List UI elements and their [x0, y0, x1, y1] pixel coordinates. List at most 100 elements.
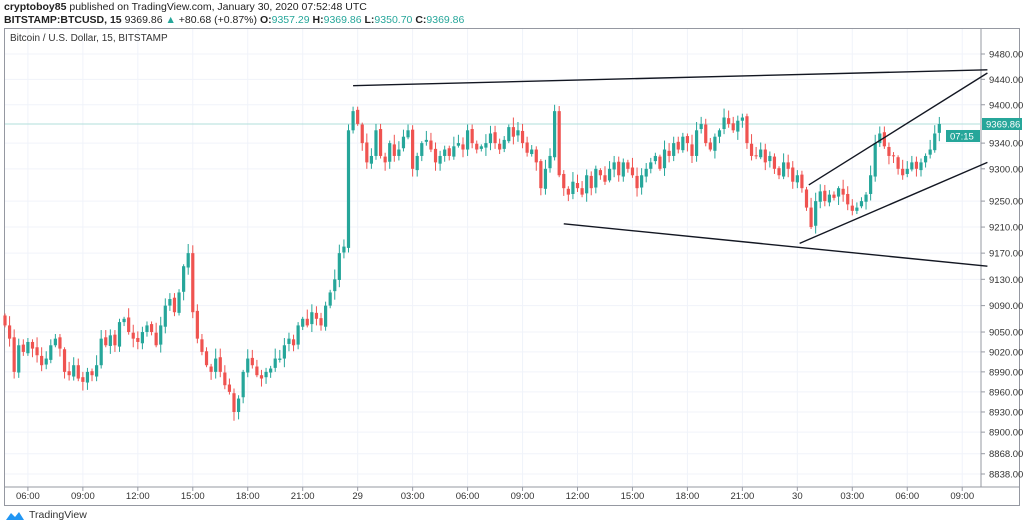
y-tick-label: 8990.00: [989, 367, 1023, 378]
candle-down: [708, 142, 712, 150]
candle-down: [461, 144, 465, 150]
up-arrow-icon: ▲: [165, 14, 176, 26]
y-tick-label: 8960.00: [989, 387, 1023, 398]
candle-up: [717, 130, 722, 137]
y-tick-label: 9300.00: [989, 164, 1023, 175]
candle-up: [484, 143, 488, 148]
tradingview-logo[interactable]: TradingView: [4, 509, 87, 521]
candle-up: [182, 266, 186, 292]
candle-up: [553, 111, 557, 158]
candle-up: [424, 139, 428, 142]
candle-down: [534, 149, 538, 163]
candle-up: [296, 325, 300, 345]
candle-down: [447, 148, 451, 156]
candle-up: [713, 136, 717, 151]
candle-up: [465, 130, 470, 150]
low-label: L:: [364, 14, 375, 26]
candle-up: [163, 305, 167, 327]
candle-down: [90, 371, 94, 376]
candle-up: [374, 130, 378, 156]
candle-down: [754, 155, 758, 157]
candle-up: [516, 130, 520, 136]
candle-down: [392, 144, 396, 156]
candle-up: [502, 139, 506, 149]
candle-down: [786, 162, 790, 169]
candle-down: [67, 371, 71, 376]
candle-up: [310, 312, 314, 325]
candle-down: [209, 366, 213, 372]
candle-down: [745, 116, 749, 144]
candle-up: [264, 371, 268, 378]
candle-down: [896, 157, 900, 169]
candle-up: [855, 207, 859, 211]
candle-up: [72, 365, 76, 377]
trendline[interactable]: [353, 69, 988, 87]
x-tick-label: 15:00: [621, 491, 645, 502]
candle-up: [722, 117, 726, 130]
candle-up: [452, 146, 456, 157]
candle-down: [731, 123, 735, 131]
trendline[interactable]: [563, 223, 988, 267]
x-tick-label: 09:00: [950, 491, 974, 502]
candle-down: [685, 136, 690, 144]
candle-up: [438, 155, 442, 164]
y-tick-label: 9250.00: [989, 197, 1023, 208]
candle-up: [246, 358, 250, 373]
candle-down: [255, 366, 259, 376]
candle-down: [635, 175, 639, 189]
symbol-info: BITSTAMP:BTCUSD, 15 9369.86 ▲ +80.68 (+0…: [4, 14, 464, 26]
candle-down: [749, 143, 754, 156]
candle-up: [488, 133, 493, 144]
trendline[interactable]: [808, 72, 988, 186]
candle-up: [795, 175, 799, 183]
candle-down: [314, 312, 319, 319]
candle-up: [337, 253, 341, 280]
y-tick-label: 9440.00: [989, 75, 1023, 86]
author-link[interactable]: cryptoboy85: [4, 1, 67, 13]
candle-down: [383, 156, 387, 163]
x-tick-label: 21:00: [291, 491, 315, 502]
candle-down: [525, 142, 529, 153]
candle-up: [653, 155, 657, 162]
candle-up: [443, 149, 447, 156]
candle-down: [539, 161, 543, 189]
last-price-label: 9369.86: [986, 119, 1020, 130]
x-tick-label: 09:00: [511, 491, 535, 502]
y-tick-label: 9170.00: [989, 249, 1023, 260]
candle-up: [836, 188, 841, 197]
candle-down: [791, 167, 795, 182]
candle-up: [681, 136, 685, 151]
candle-down: [113, 334, 117, 346]
candle-down: [21, 344, 25, 352]
candle-up: [186, 253, 190, 268]
candle-up: [814, 201, 818, 226]
candle-down: [475, 143, 479, 150]
candle-down: [566, 188, 570, 195]
candle-down: [823, 190, 827, 202]
candle-down: [365, 142, 369, 163]
candle-down: [630, 167, 635, 176]
candle-up: [342, 246, 346, 253]
candle-up: [397, 149, 401, 156]
candle-up: [415, 155, 419, 171]
y-tick-label: 9480.00: [989, 50, 1023, 61]
candle-down: [40, 355, 44, 366]
candle-down: [172, 297, 177, 313]
candle-down: [356, 109, 360, 124]
candle-down: [127, 317, 131, 333]
candle-down: [360, 124, 364, 144]
candle-down: [291, 339, 296, 346]
candle-down: [520, 130, 525, 144]
x-tick-label: 06:00: [895, 491, 919, 502]
trendline[interactable]: [799, 161, 988, 244]
countdown-badge: [946, 129, 980, 142]
candle-up: [585, 175, 589, 194]
candle-down: [58, 337, 62, 349]
candle-down: [3, 315, 7, 326]
candle-up: [827, 194, 831, 203]
candle-down: [914, 161, 919, 169]
candle-down: [832, 194, 836, 198]
candle-up: [644, 168, 648, 177]
candle-down: [319, 318, 323, 326]
